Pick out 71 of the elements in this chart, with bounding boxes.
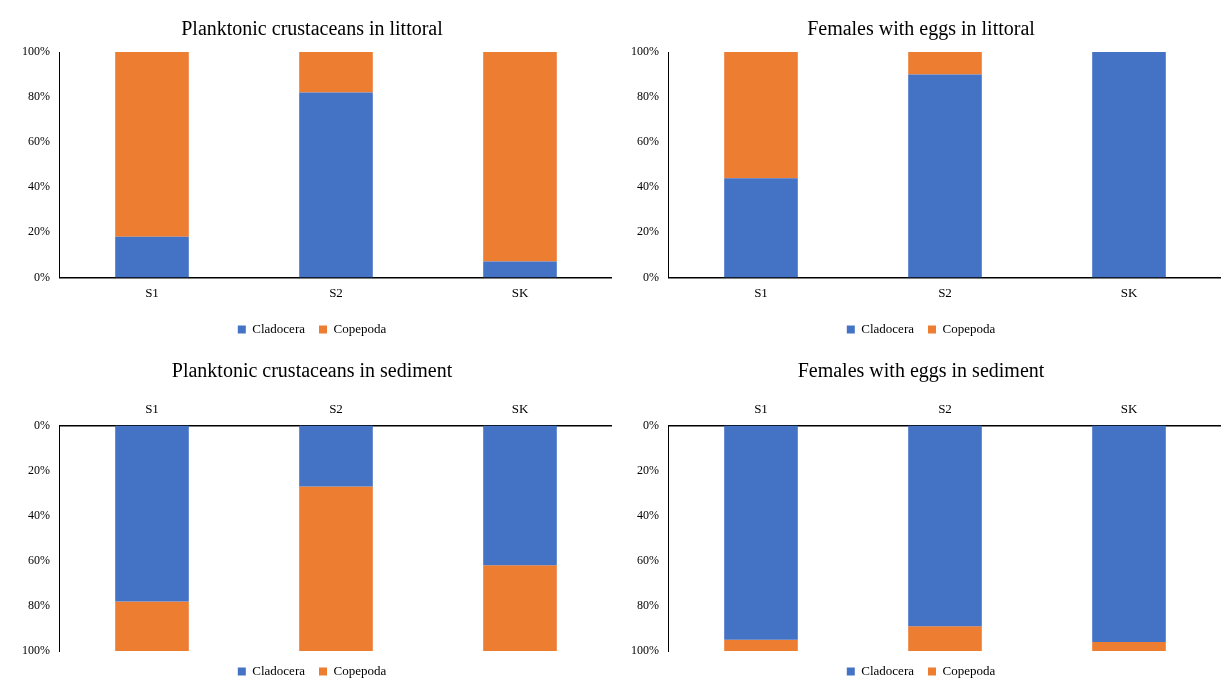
chart-title: Planktonic crustaceans in littoral (181, 17, 444, 40)
bar (1092, 425, 1166, 642)
legend-label: Copepoda (333, 662, 387, 678)
y-tick-label: 40% (637, 507, 659, 522)
y-tick-label: 0% (34, 269, 50, 284)
bar (1092, 52, 1166, 278)
y-tick-label: 100% (22, 643, 50, 658)
bar (724, 425, 798, 640)
bar (908, 74, 982, 278)
x-tick-label: S2 (938, 284, 952, 300)
legend-label: Copepoda (942, 662, 996, 678)
x-tick-label: SK (1120, 401, 1138, 417)
bar (483, 565, 557, 651)
y-tick-label: 80% (28, 598, 50, 613)
bar (299, 92, 373, 278)
bar (115, 425, 189, 602)
legend-label: Cladocera (252, 662, 306, 678)
y-tick-label: 20% (28, 224, 50, 239)
y-tick-label: 20% (28, 462, 50, 477)
y-tick-label: 80% (637, 598, 659, 613)
chart-title: Planktonic crustaceans in sediment (171, 359, 453, 382)
bar (724, 52, 798, 179)
bar (908, 52, 982, 75)
y-tick-label: 20% (637, 462, 659, 477)
legend-label: Copepoda (942, 320, 996, 336)
y-tick-label: 40% (28, 507, 50, 522)
y-tick-label: 100% (631, 44, 659, 59)
x-tick-label: SK (511, 401, 529, 417)
legend-label: Cladocera (861, 662, 915, 678)
y-tick-label: 100% (22, 44, 50, 59)
legend-label: Cladocera (252, 320, 306, 336)
x-tick-label: S1 (754, 284, 768, 300)
legend-label: Copepoda (333, 320, 387, 336)
bar (908, 626, 982, 651)
bar (115, 601, 189, 651)
x-tick-label: S2 (329, 284, 343, 300)
y-tick-label: 80% (637, 89, 659, 104)
y-tick-label: 0% (643, 269, 659, 284)
bar (299, 486, 373, 651)
y-tick-label: 60% (637, 134, 659, 149)
y-tick-label: 0% (643, 417, 659, 432)
y-tick-label: 100% (631, 643, 659, 658)
bar (299, 52, 373, 93)
y-tick-label: 60% (637, 553, 659, 567)
y-tick-label: 0% (34, 417, 50, 432)
bar (483, 261, 557, 278)
bar (483, 425, 557, 566)
bar (299, 425, 373, 487)
x-tick-label: S2 (938, 401, 952, 417)
x-tick-label: SK (1120, 284, 1138, 300)
bar (908, 425, 982, 627)
y-tick-label: 80% (28, 89, 50, 104)
bar (724, 178, 798, 278)
y-tick-label: 40% (637, 179, 659, 194)
x-tick-label: S2 (329, 401, 343, 417)
bar (724, 639, 798, 651)
chart-title: Females with eggs in sediment (797, 359, 1045, 383)
bar (1092, 641, 1166, 651)
x-tick-label: S1 (145, 401, 159, 417)
y-tick-label: 60% (28, 134, 50, 149)
chart-title: Females with eggs in littoral (807, 17, 1036, 41)
y-tick-label: 40% (28, 179, 50, 194)
bar (115, 52, 189, 237)
y-tick-label: 60% (28, 553, 50, 567)
legend-label: Cladocera (861, 320, 915, 336)
x-tick-label: SK (511, 284, 529, 300)
bar (115, 236, 189, 278)
x-tick-label: S1 (145, 284, 159, 300)
bar (483, 52, 557, 262)
y-tick-label: 20% (637, 224, 659, 239)
x-tick-label: S1 (754, 401, 768, 417)
